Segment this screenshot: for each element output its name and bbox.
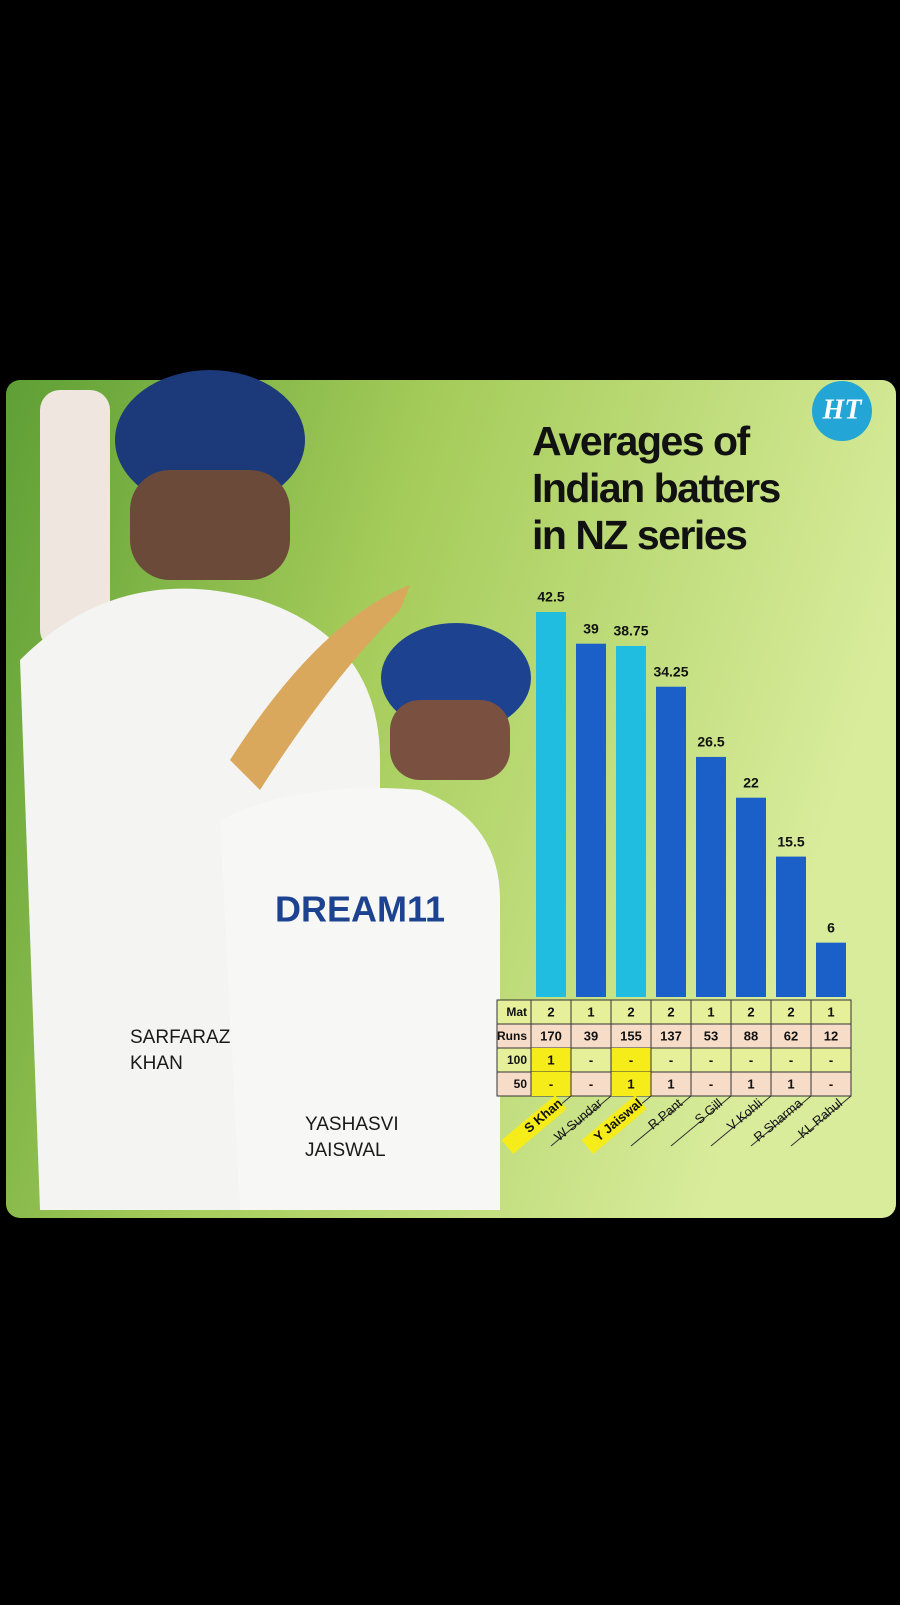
value-label: 15.5	[777, 833, 804, 849]
row-label: Runs	[497, 1029, 527, 1043]
table-cell: 1	[827, 1004, 834, 1019]
table-row	[496, 999, 852, 1025]
highlight-cell	[531, 1072, 571, 1096]
player-caption: SARFARAZ KHAN	[130, 1027, 231, 1074]
bar	[816, 942, 846, 997]
title-line: Indian batters	[532, 465, 781, 511]
title-line: Averages of	[532, 418, 750, 464]
bar	[536, 612, 566, 997]
svg-text:DREAM11: DREAM11	[275, 889, 445, 930]
table-cell: 53	[704, 1028, 718, 1043]
row-label: 100	[507, 1053, 527, 1067]
table-cell: -	[709, 1052, 713, 1067]
label-highlight	[581, 1095, 647, 1154]
label-divider	[550, 1095, 612, 1147]
table-cell: 170	[540, 1028, 562, 1043]
table-cell: -	[749, 1052, 753, 1067]
value-label: 22	[743, 774, 759, 790]
label-highlight	[501, 1095, 567, 1154]
table-cell: -	[829, 1076, 833, 1091]
bar	[696, 756, 726, 997]
player-caption: YASHASVI JAISWAL	[305, 1114, 399, 1161]
table-row	[496, 1023, 852, 1049]
bar	[736, 797, 766, 997]
table-cell: -	[629, 1052, 633, 1067]
table-cell: -	[549, 1076, 553, 1091]
highlight-cell	[611, 1072, 651, 1096]
table-cell: 2	[747, 1004, 754, 1019]
bar	[616, 645, 646, 997]
table-cell: 1	[627, 1076, 634, 1091]
bar	[576, 643, 606, 997]
table-cell: -	[789, 1052, 793, 1067]
table-cell: 155	[620, 1028, 642, 1043]
table-cell: 1	[667, 1076, 674, 1091]
row-label: Mat	[506, 1005, 527, 1019]
table-cell: -	[669, 1052, 673, 1067]
value-label: 34.25	[653, 663, 688, 679]
highlight-cell	[531, 1048, 571, 1072]
label-divider	[710, 1095, 772, 1147]
value-label: 39	[583, 620, 599, 636]
table-cell: -	[589, 1076, 593, 1091]
table-cell: -	[829, 1052, 833, 1067]
table-cell: 1	[787, 1076, 794, 1091]
label-divider	[750, 1095, 812, 1147]
label-divider	[790, 1095, 852, 1147]
value-label: 6	[827, 919, 835, 935]
table-cell: 88	[744, 1028, 758, 1043]
table-cell: 12	[824, 1028, 838, 1043]
bar	[776, 856, 806, 997]
logo: HT	[822, 394, 864, 425]
bar	[656, 686, 686, 997]
logo-badge	[812, 381, 872, 441]
value-label: 26.5	[697, 734, 724, 750]
title-line: in NZ series	[532, 512, 748, 558]
table-cell: -	[709, 1076, 713, 1091]
table-cell: 62	[784, 1028, 798, 1043]
player-illustration: DREAM11	[20, 370, 531, 1210]
value-label: 38.75	[613, 623, 648, 639]
table-cell: 1	[747, 1076, 754, 1091]
table-cell: -	[589, 1052, 593, 1067]
label-divider	[670, 1095, 732, 1147]
row-label: 50	[514, 1077, 528, 1091]
table-cell: 137	[660, 1028, 682, 1043]
label-divider	[630, 1095, 692, 1147]
table-cell: 2	[627, 1004, 634, 1019]
table-cell: 2	[547, 1004, 554, 1019]
table-cell: 1	[547, 1052, 554, 1067]
table-cell: 1	[707, 1004, 714, 1019]
value-label: 42.5	[537, 589, 564, 605]
table-cell: 2	[787, 1004, 794, 1019]
table-cell: 1	[587, 1004, 594, 1019]
chart-title: Averages of Indian batters in NZ series	[532, 418, 781, 559]
table-cell: 2	[667, 1004, 674, 1019]
highlight-cell	[611, 1048, 651, 1072]
table-cell: 39	[584, 1028, 598, 1043]
